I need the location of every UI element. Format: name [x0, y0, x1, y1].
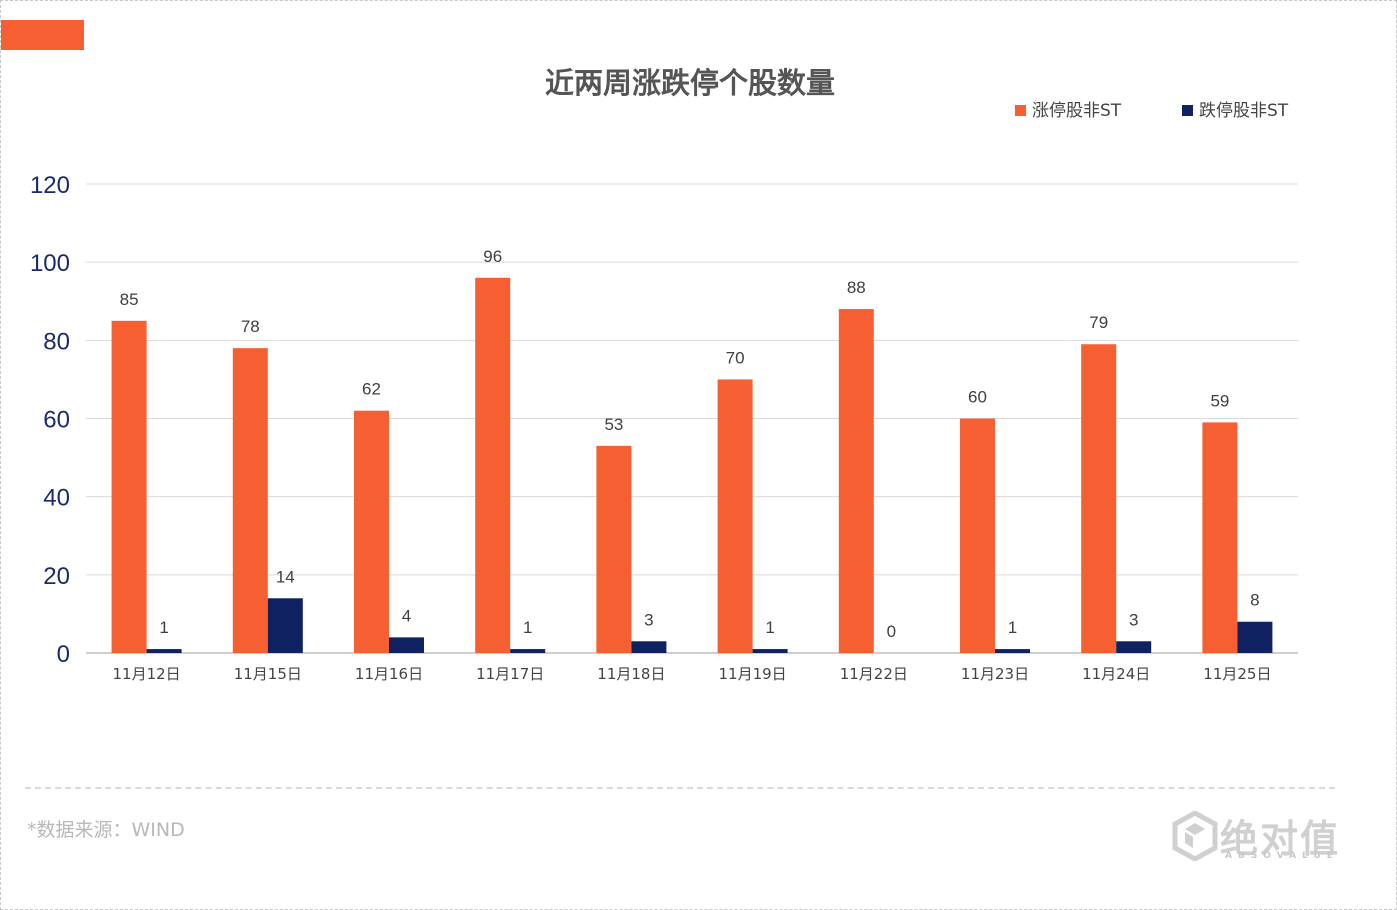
- data-label: 53: [604, 415, 623, 434]
- data-label: 70: [726, 348, 745, 367]
- data-label: 8: [1250, 591, 1259, 610]
- data-label: 79: [1089, 313, 1108, 332]
- x-tick-label: 11月15日: [234, 665, 302, 683]
- bar-limit-up: [838, 309, 874, 653]
- bar-limit-down: [631, 641, 667, 653]
- bar-limit-down: [267, 598, 303, 653]
- y-tick-label: 40: [43, 485, 70, 512]
- data-label: 1: [159, 618, 168, 637]
- x-tick-label: 11月19日: [719, 665, 787, 683]
- bar-limit-up: [717, 379, 753, 653]
- data-label: 14: [276, 567, 295, 586]
- bar-limit-up: [111, 320, 147, 653]
- brand-logo: 绝对值 ABSOVALUE: [1170, 808, 1348, 864]
- legend-label-limit-up: 涨停股非ST: [1032, 101, 1122, 121]
- bar-limit-down: [146, 649, 182, 653]
- y-tick-label: 80: [43, 328, 70, 355]
- bar-limit-up: [960, 418, 995, 653]
- data-label: 3: [644, 610, 653, 629]
- x-tick-label: 11月23日: [961, 665, 1029, 683]
- logo-text: 绝对值: [1220, 817, 1341, 861]
- x-tick-label: 11月22日: [840, 665, 908, 683]
- data-label: 1: [523, 618, 532, 637]
- x-tick-label: 11月25日: [1203, 665, 1271, 683]
- legend-item-limit-down: 跌停股非ST: [1182, 96, 1288, 121]
- bar-chart: 02040608010012085111月12日781411月15日62411月…: [30, 172, 1298, 683]
- y-tick-label: 20: [43, 563, 70, 590]
- legend-swatch-limit-down: [1182, 105, 1193, 116]
- accent-bar: [1, 20, 84, 50]
- bar-limit-up: [232, 348, 268, 653]
- data-label: 78: [241, 317, 260, 336]
- data-label: 60: [968, 388, 987, 407]
- y-tick-label: 100: [30, 250, 70, 277]
- x-tick-label: 11月17日: [476, 665, 544, 683]
- legend-item-limit-up: 涨停股非ST: [1015, 96, 1121, 121]
- bar-limit-up: [475, 277, 511, 653]
- logo-subtext: ABSOVALUE: [1225, 851, 1339, 861]
- legend-label-limit-down: 跌停股非ST: [1199, 101, 1289, 121]
- bar-limit-up: [1202, 422, 1238, 653]
- bar-limit-down: [1116, 641, 1152, 653]
- x-tick-label: 11月12日: [113, 665, 181, 683]
- source-note: *数据来源：WIND: [27, 819, 185, 841]
- data-label: 1: [1008, 618, 1017, 637]
- data-label: 1: [765, 618, 774, 637]
- footer-divider: [25, 787, 1335, 789]
- bar-limit-down: [995, 649, 1030, 653]
- bar-limit-up: [354, 410, 389, 653]
- bar-limit-down: [389, 637, 424, 653]
- hexagon-cube-icon: [1172, 811, 1218, 861]
- x-tick-label: 11月24日: [1082, 665, 1150, 683]
- bar-limit-down: [752, 649, 788, 653]
- legend-swatch-limit-up: [1015, 105, 1026, 116]
- data-label: 88: [847, 278, 866, 297]
- data-label: 85: [120, 290, 139, 309]
- data-label: 4: [402, 606, 411, 625]
- bar-limit-down: [510, 649, 546, 653]
- data-label: 59: [1210, 391, 1229, 410]
- y-tick-label: 60: [43, 407, 70, 434]
- data-label: 62: [362, 380, 381, 399]
- chart-title: 近两周涨跌停个股数量: [544, 66, 835, 100]
- x-tick-label: 11月18日: [597, 665, 665, 683]
- y-tick-label: 0: [57, 641, 70, 668]
- data-label: 0: [887, 622, 896, 641]
- bar-limit-up: [596, 445, 632, 653]
- bar-limit-up: [1081, 344, 1117, 653]
- data-label: 3: [1129, 610, 1138, 629]
- data-label: 96: [483, 247, 502, 266]
- y-tick-label: 120: [30, 172, 70, 199]
- bar-limit-down: [1237, 621, 1273, 653]
- x-tick-label: 11月16日: [355, 665, 423, 683]
